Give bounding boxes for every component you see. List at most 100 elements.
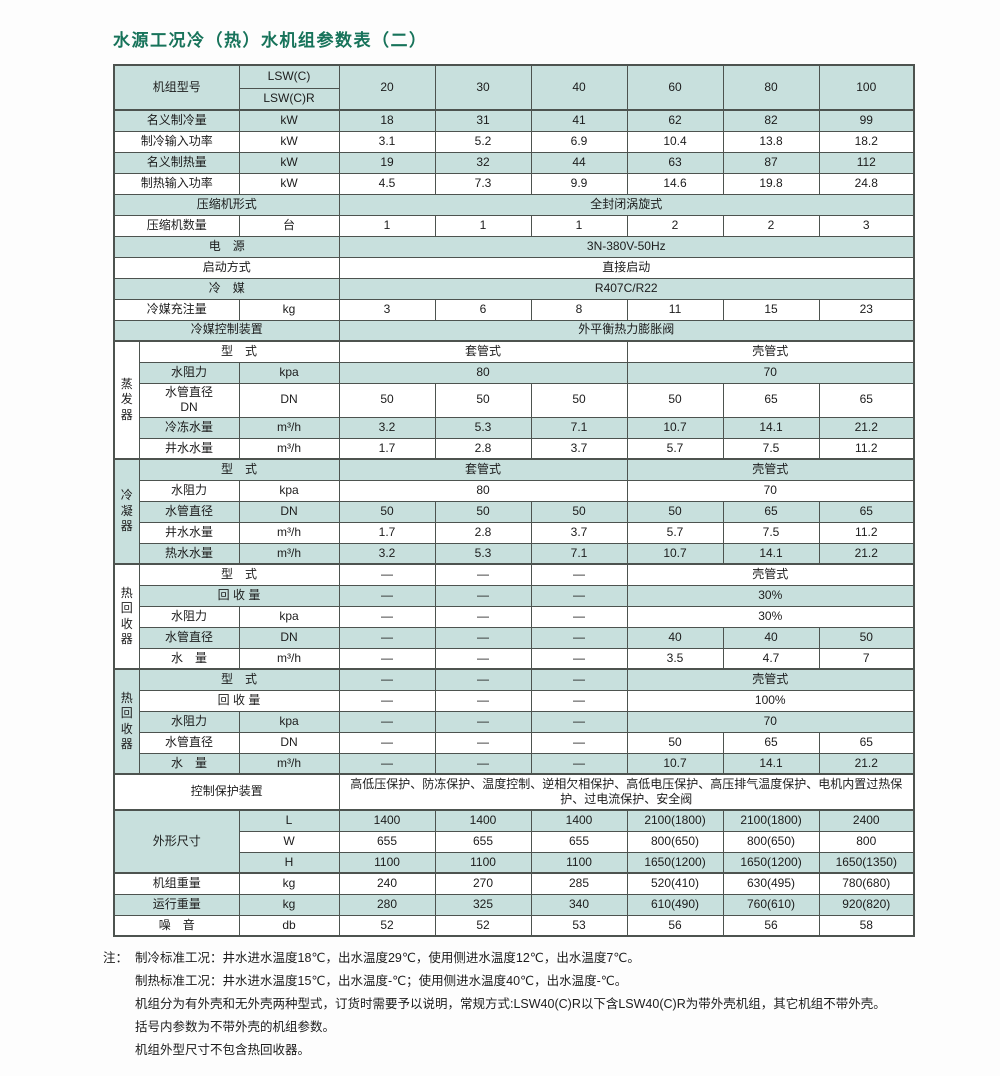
value-cell: 52 (338, 914, 436, 937)
unit-cell: kpa (238, 479, 340, 502)
table-row: 水阻力 kpa 80 70 (114, 361, 915, 384)
value-cell: 3N-380V-50Hz (338, 235, 915, 258)
value-cell: 52 (434, 914, 532, 937)
value-cell: 1400 (434, 809, 532, 832)
unit-cell: m³/h (238, 416, 340, 439)
value-cell: 15 (722, 298, 820, 321)
value-cell: — (338, 731, 436, 754)
unit-cell: m³/h (238, 521, 340, 544)
row-label: 热水水量 (138, 542, 240, 565)
value-cell: 3 (818, 214, 915, 237)
value-cell: — (338, 563, 436, 586)
value-cell: 50 (434, 382, 532, 418)
value-cell: — (530, 584, 628, 607)
row-label: 水阻力 (138, 479, 240, 502)
row-label: 冷 媒 (113, 277, 340, 300)
unit-cell: L (238, 809, 340, 832)
value-cell: 套管式 (338, 458, 628, 481)
value-cell: 3.2 (338, 416, 436, 439)
value-cell: 44 (530, 151, 628, 174)
value-cell: 20 (338, 64, 436, 111)
value-cell: 40 (530, 64, 628, 111)
table-row: 冷媒控制装置 外平衡热力膨胀阀 (113, 319, 915, 342)
value-cell: 270 (434, 872, 532, 895)
table-row: 热回收器型 式 — — — 壳管式 (113, 563, 915, 670)
row-label: 名义制冷量 (113, 109, 240, 132)
value-cell: 4.7 (722, 647, 820, 670)
table-row: H 1100 1100 1100 1650(1200) 1650(1200) 1650(13… (114, 851, 915, 874)
value-cell: 760(610) (722, 893, 820, 916)
row-label: 压缩机数量 (113, 214, 240, 237)
unit-cell: kpa (238, 710, 340, 733)
value-cell: 53 (530, 914, 628, 937)
row-label: 型 式 (138, 340, 340, 363)
value-cell: 2.8 (434, 521, 532, 544)
table-row: 冷媒充注量 kg 3 6 8 11 15 23 (113, 298, 915, 321)
value-cell: 3.2 (338, 542, 436, 565)
row-label: 型 式 (138, 458, 340, 481)
table-row: W 655 655 655 800(650) 800(650) 800 (114, 830, 915, 853)
notes-lines: 制冷标准工况：井水进水温度18℃，出水温度29℃，使用侧进水温度12℃，出水温度… (135, 947, 893, 1062)
value-cell: — (530, 668, 628, 691)
table-row: 蒸发器型 式套管式 壳管式 (113, 339, 915, 460)
value-cell: 2400 (818, 809, 915, 832)
note-line: 制冷标准工况：井水进水温度18℃，出水温度29℃，使用侧进水温度12℃，出水温度… (135, 951, 640, 966)
table-row: 制冷输入功率 kW 3.1 5.2 6.9 10.4 13.8 18.2 (113, 130, 915, 153)
value-cell: 3.7 (530, 521, 628, 544)
value-cell: 32 (434, 151, 532, 174)
value-cell: 1 (434, 214, 532, 237)
value-cell: 30% (626, 605, 915, 628)
row-label: 水阻力 (138, 605, 240, 628)
row-label: 外形尺寸 (113, 809, 240, 874)
row-label: 冷冻水量 (138, 416, 240, 439)
spec-table: 机组型号 LSW(C) 20 30 40 60 80 100 LSW(C)R 名义制冷量 kW 18 3… (113, 64, 916, 938)
value-cell: 3.1 (338, 130, 436, 153)
row-label: 水阻力 (138, 710, 240, 733)
page-title: 水源工况冷（热）水机组参数表（二） (113, 31, 428, 50)
row-label: 启动方式 (113, 256, 340, 279)
table-row: 水管直径 DN DN 50 50 50 50 65 65 (114, 382, 915, 418)
value-cell: — (434, 626, 532, 649)
table-row: 压缩机形式 全封闭涡旋式 (113, 193, 915, 216)
value-cell: — (530, 647, 628, 670)
value-cell: 655 (530, 830, 628, 853)
notes: 注： 制冷标准工况：井水进水温度18℃，出水温度29℃，使用侧进水温度12℃，出… (103, 947, 1000, 1062)
value-cell: 14.6 (626, 172, 724, 195)
value-cell: 10.7 (626, 542, 724, 565)
table-row: 噪 音 db 52 52 53 56 56 58 (113, 914, 915, 937)
value-cell: — (434, 668, 532, 691)
value-cell: 6 (434, 298, 532, 321)
value-cell: — (434, 731, 532, 754)
value-cell: 18 (338, 109, 436, 132)
table-row: 冷冻水量 m³/h 3.2 5.3 7.1 10.7 14.1 21.2 (114, 416, 915, 439)
row-label: 型 式 (138, 563, 340, 586)
value-cell: 50 (530, 500, 628, 523)
value-cell: — (338, 689, 436, 712)
value-cell: 5.7 (626, 521, 724, 544)
value-cell: — (530, 731, 628, 754)
value-cell: 19.8 (722, 172, 820, 195)
table-row: 启动方式 直接启动 (113, 256, 915, 279)
row-label: 名义制热量 (113, 151, 240, 174)
value-cell: 56 (722, 914, 820, 937)
value-cell: 10.7 (626, 752, 724, 775)
value-cell: 280 (338, 893, 436, 916)
value-cell: 655 (338, 830, 436, 853)
value-cell: 50 (530, 382, 628, 418)
value-cell: 56 (626, 914, 724, 937)
row-label: 水 量 (138, 647, 240, 670)
row-label: 运行重量 (113, 893, 240, 916)
value-cell: — (338, 668, 436, 691)
row-label: 噪 音 (113, 914, 240, 937)
value-cell: 2.8 (434, 437, 532, 460)
notes-prefix: 注： (103, 951, 129, 966)
table-row: 制热输入功率 kW 4.5 7.3 9.9 14.6 19.8 24.8 (113, 172, 915, 195)
value-cell: 1.7 (338, 437, 436, 460)
value-cell: 30 (434, 64, 532, 111)
value-cell: 50 (818, 626, 915, 649)
value-cell: — (530, 689, 628, 712)
value-cell: 3.5 (626, 647, 724, 670)
group-label: 热回收器 (113, 668, 140, 775)
value-cell: 520(410) (626, 872, 724, 895)
table-row: 水阻力 kpa — — —30% (114, 605, 915, 628)
